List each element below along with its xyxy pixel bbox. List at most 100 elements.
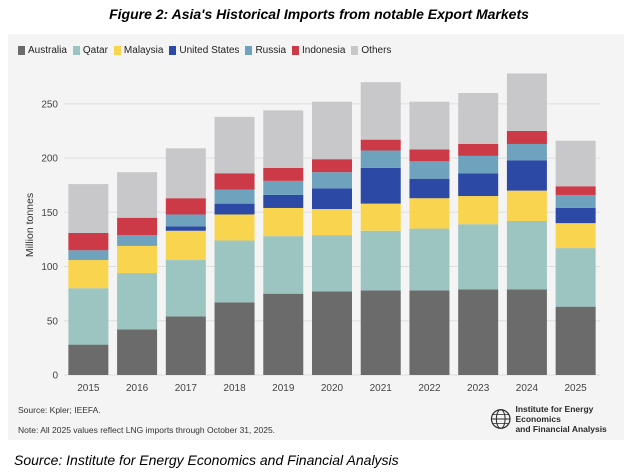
x-tick-label: 2018 bbox=[223, 383, 246, 394]
bar-segment bbox=[506, 220, 547, 290]
bar-segment bbox=[409, 149, 450, 162]
bar-segment bbox=[117, 245, 158, 274]
bar-segment bbox=[458, 224, 499, 290]
source-note: Source: Kpler; IEEFA. bbox=[18, 405, 101, 415]
legend-item: Qatar bbox=[72, 45, 108, 56]
legend-label: Malaysia bbox=[123, 45, 164, 56]
bar-segment bbox=[263, 207, 304, 237]
bar-segment bbox=[506, 143, 547, 161]
bar-segment bbox=[214, 203, 255, 215]
bar-segment bbox=[263, 167, 304, 181]
bars bbox=[68, 73, 596, 375]
legend-label: Qatar bbox=[82, 45, 108, 56]
bar-segment bbox=[312, 101, 352, 160]
y-axis-label: Million tonnes bbox=[24, 193, 36, 257]
y-tick-label: 200 bbox=[41, 154, 58, 165]
bar-segment bbox=[360, 230, 401, 291]
x-tick-label: 2017 bbox=[175, 383, 198, 394]
bar-segment bbox=[117, 273, 158, 330]
legend-swatch bbox=[72, 46, 80, 55]
bar-segment bbox=[68, 250, 109, 261]
x-tick-label: 2023 bbox=[467, 383, 490, 394]
x-tick-label: 2021 bbox=[370, 383, 393, 394]
bar-segment bbox=[555, 248, 596, 307]
bar-segment bbox=[68, 344, 109, 375]
bar-segment bbox=[555, 186, 596, 195]
bar-segment bbox=[555, 194, 596, 208]
logo-line-1: Institute for Energy Economics bbox=[515, 404, 594, 424]
y-tick-label: 0 bbox=[52, 371, 58, 382]
bar-segment bbox=[214, 302, 255, 375]
chart-legend: Australia Qatar Malaysia United States Russi… bbox=[18, 45, 397, 56]
bar-segment bbox=[312, 209, 352, 236]
bar-segment bbox=[409, 198, 450, 229]
bar-segment bbox=[214, 189, 255, 204]
x-axis-ticks: 2015 2016 2017 2018 2019 2020 2021 2022 2023 2024… bbox=[77, 383, 587, 394]
bar-segment bbox=[68, 288, 109, 345]
bar-segment bbox=[68, 232, 109, 251]
bar-segment bbox=[458, 196, 499, 225]
figure-title: Figure 2: Asia's Historical Imports from… bbox=[109, 6, 529, 22]
y-tick-label: 150 bbox=[41, 208, 58, 219]
x-tick-label: 2025 bbox=[565, 383, 588, 394]
legend-swatch bbox=[292, 46, 300, 55]
bar-segment bbox=[312, 188, 352, 210]
bar-segment bbox=[409, 178, 450, 199]
legend-swatch bbox=[245, 46, 253, 55]
legend-item: Malaysia bbox=[113, 45, 164, 56]
bar-segment bbox=[263, 194, 304, 208]
bar-segment bbox=[555, 223, 596, 249]
x-tick-label: 2019 bbox=[272, 383, 295, 394]
bar-segment bbox=[360, 139, 401, 151]
footnote: Note: All 2025 values reflect LNG import… bbox=[18, 425, 276, 435]
legend-swatch bbox=[169, 46, 177, 55]
legend-item: Australia bbox=[18, 45, 67, 56]
bar-segment bbox=[117, 235, 158, 246]
bar-segment bbox=[409, 101, 450, 150]
y-axis-ticks: 0 50 100 150 200 250 bbox=[41, 99, 58, 381]
bar-segment bbox=[214, 116, 255, 174]
bar-segment bbox=[360, 167, 401, 204]
bar-segment bbox=[312, 235, 352, 292]
page-source: Source: Institute for Energy Economics a… bbox=[14, 452, 399, 468]
x-tick-label: 2016 bbox=[126, 383, 149, 394]
bar-segment bbox=[68, 260, 109, 289]
bar-segment bbox=[263, 293, 304, 375]
bar-segment bbox=[506, 190, 547, 221]
bar-segment bbox=[165, 148, 206, 199]
bar-segment bbox=[458, 289, 499, 375]
bar-segment bbox=[409, 290, 450, 375]
bar-segment bbox=[506, 160, 547, 191]
y-tick-label: 100 bbox=[41, 262, 58, 273]
legend-swatch bbox=[351, 46, 359, 55]
legend-item: Russia bbox=[245, 45, 286, 56]
bar-segment bbox=[360, 203, 401, 231]
bar-segment bbox=[360, 150, 401, 168]
bar-segment bbox=[312, 291, 352, 375]
legend-label: Australia bbox=[28, 45, 67, 56]
bar-segment bbox=[263, 110, 304, 168]
bar-segment bbox=[555, 207, 596, 224]
bar-segment bbox=[117, 217, 158, 236]
legend-label: Others bbox=[361, 45, 392, 56]
legend-label: Russia bbox=[255, 45, 287, 56]
bar-segment bbox=[409, 161, 450, 179]
x-tick-label: 2015 bbox=[77, 383, 100, 394]
x-tick-label: 2020 bbox=[321, 383, 344, 394]
globe-icon bbox=[490, 409, 511, 429]
bar-segment bbox=[263, 236, 304, 294]
bar-segment bbox=[506, 73, 547, 131]
bar-segment bbox=[117, 172, 158, 218]
bar-segment bbox=[165, 226, 206, 231]
bar-segment bbox=[506, 130, 547, 144]
bar-segment bbox=[458, 155, 499, 174]
bar-segment bbox=[165, 214, 206, 227]
bar-segment bbox=[214, 173, 255, 190]
bar-segment bbox=[458, 143, 499, 156]
bar-segment bbox=[360, 290, 401, 375]
legend-item: United States bbox=[169, 45, 239, 56]
legend-item: Indonesia bbox=[292, 45, 345, 56]
bar-segment bbox=[165, 230, 206, 261]
bar-segment bbox=[214, 214, 255, 241]
